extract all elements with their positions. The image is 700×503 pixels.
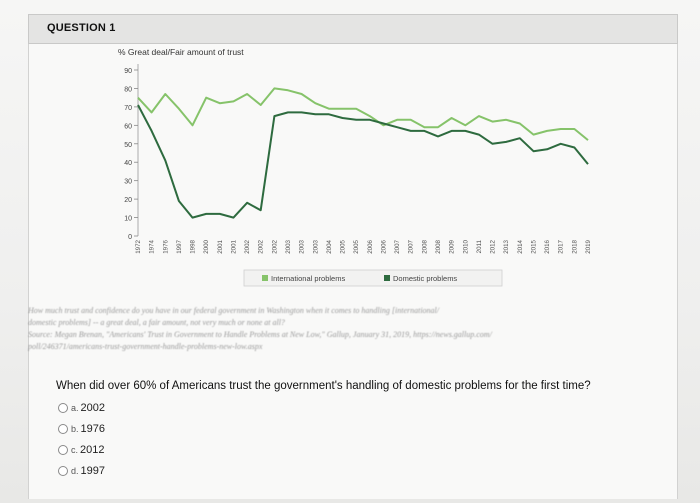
x-tick-label: 2007: [408, 239, 415, 253]
option-text: 1976: [80, 423, 105, 435]
x-tick-label: 2018: [571, 239, 578, 253]
option-letter: b.: [71, 424, 79, 434]
y-tick-label: 40: [124, 160, 132, 167]
x-tick-label: 1974: [149, 239, 156, 253]
legend-swatch: [384, 275, 390, 281]
legend-label: Domestic problems: [393, 274, 457, 283]
x-tick-label: 2005: [340, 239, 347, 253]
source-line: How much trust and confidence do you hav…: [28, 306, 439, 315]
trust-line-chart: % Great deal/Fair amount of trust 0 10 20 3…: [118, 47, 592, 287]
radio-button[interactable]: [58, 445, 68, 455]
answer-option-c[interactable]: c. 2012: [58, 441, 105, 459]
x-tick-label: 1998: [190, 239, 197, 253]
option-text: 1997: [80, 465, 105, 477]
x-tick-label: 2008: [435, 239, 442, 253]
x-tick-label: 2014: [517, 239, 524, 253]
question-number: QUESTION 1: [47, 22, 116, 34]
legend-swatch: [262, 275, 268, 281]
y-tick-label: 50: [124, 142, 132, 149]
x-tick-label: 2013: [503, 239, 510, 253]
x-tick-label: 2006: [367, 239, 374, 253]
radio-button[interactable]: [58, 424, 68, 434]
y-tick-label: 20: [124, 197, 132, 204]
source-line: Source: Megan Brenan, "Americans' Trust …: [28, 330, 492, 339]
y-tick-label: 10: [124, 216, 132, 223]
answer-option-a[interactable]: a. 2002: [58, 399, 105, 417]
x-tick-label: 1976: [162, 239, 169, 253]
x-tick-label: 2006: [380, 239, 387, 253]
legend-label: International problems: [271, 274, 345, 283]
x-tick-label: 2001: [230, 239, 237, 253]
answer-option-b[interactable]: b. 1976: [58, 420, 105, 438]
radio-button[interactable]: [58, 403, 68, 413]
x-tick-label: 2002: [271, 239, 278, 253]
x-tick-label: 2019: [585, 239, 592, 253]
answer-option-d[interactable]: d. 1997: [58, 462, 105, 480]
option-text: 2012: [80, 444, 105, 456]
x-tick-label: 2010: [462, 239, 469, 253]
y-tick-label: 80: [124, 86, 132, 93]
x-tick-label: 2017: [558, 239, 565, 253]
x-tick-label: 2002: [258, 239, 265, 253]
y-tick-label: 90: [124, 68, 132, 75]
source-line: poll/246371/americans-trust-government-h…: [28, 342, 263, 351]
x-tick-label: 2004: [326, 239, 333, 253]
radio-button[interactable]: [58, 466, 68, 476]
x-tick-label: 2015: [530, 239, 537, 253]
x-tick-label: 2007: [394, 239, 401, 253]
x-tick-label: 2003: [299, 239, 306, 253]
x-tick-label: 2012: [490, 239, 497, 253]
series-line-domestic: [137, 104, 589, 219]
question-header: QUESTION 1: [28, 14, 678, 44]
x-tick-label: 2002: [244, 239, 251, 253]
option-text: 2002: [80, 402, 105, 414]
x-tick-label: 2003: [285, 239, 292, 253]
x-tick-label: 2003: [312, 239, 319, 253]
x-tick-label: 1972: [135, 239, 142, 253]
y-tick-label: 70: [124, 105, 132, 112]
x-tick-label: 2009: [449, 239, 456, 253]
y-tick-label: 0: [128, 234, 132, 241]
y-tick-label: 60: [124, 123, 132, 130]
x-tick-label: 1997: [176, 239, 183, 253]
x-tick-label: 2016: [544, 239, 551, 253]
question-text: When did over 60% of Americans trust the…: [56, 380, 591, 392]
legend-box: [243, 269, 503, 287]
x-tick-label: 2011: [476, 239, 483, 253]
y-tick-label: 30: [124, 179, 132, 186]
x-tick-label: 2008: [421, 239, 428, 253]
option-letter: c.: [71, 445, 79, 455]
chart-title: % Great deal/Fair amount of trust: [118, 47, 244, 57]
source-line: domestic problems] -- a great deal, a fa…: [28, 318, 285, 327]
x-tick-label: 2005: [353, 239, 360, 253]
option-letter: a.: [71, 403, 79, 413]
series-line-international: [137, 87, 589, 141]
x-tick-label: 2000: [203, 239, 210, 253]
option-letter: d.: [71, 466, 79, 476]
x-tick-label: 2001: [217, 239, 224, 253]
